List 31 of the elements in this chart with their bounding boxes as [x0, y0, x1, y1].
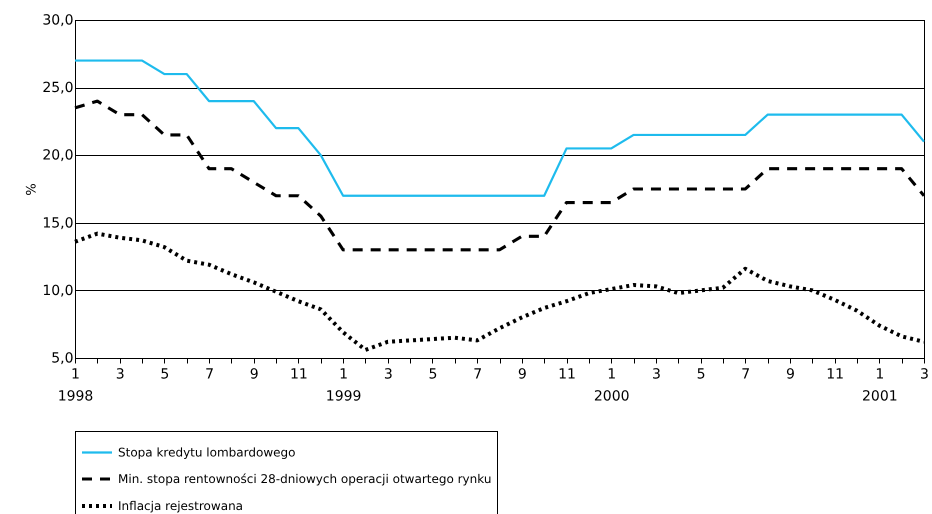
x-tick-label: 3 — [920, 366, 929, 382]
x-tick-label: 5 — [696, 366, 706, 382]
x-tick-label: 1 2000 — [594, 366, 630, 404]
x-tick-label: 11 — [290, 366, 308, 382]
x-tick-label: 1 2001 — [862, 366, 898, 404]
x-tick-label: 3 — [384, 366, 393, 382]
x-tick-label: 9 — [518, 366, 527, 382]
x-tick-label: 1 1998 — [58, 366, 94, 404]
legend-label: Stopa kredytu lombardowego — [118, 446, 296, 460]
x-tick-label: 3 — [652, 366, 661, 382]
legend-label: Min. stopa rentowności 28-dniowych operacji otwartego rynku — [118, 472, 492, 486]
y-axis-title: % — [24, 183, 40, 196]
x-tick-label: 7 — [473, 366, 482, 382]
legend-label: Inflacja rejestrowana — [118, 499, 244, 513]
x-tick-label: 11 — [826, 366, 844, 382]
x-tick-label: 5 — [428, 366, 438, 382]
x-tick-label: 11 — [558, 366, 576, 382]
x-tick-label: 7 — [205, 366, 214, 382]
line-series — [74, 59, 926, 197]
y-tick-label: 5,0 — [51, 350, 74, 366]
y-tick-label: 15,0 — [42, 215, 74, 232]
x-tick-label: 9 — [786, 366, 795, 382]
x-tick-label: 3 — [116, 366, 125, 382]
y-tick-label: 25,0 — [42, 80, 74, 96]
y-tick-label: 20,0 — [42, 148, 74, 164]
x-tick-label: 5 — [160, 366, 170, 382]
x-tick-label: 1 1999 — [326, 366, 362, 404]
y-tick-label: 10,0 — [42, 282, 74, 299]
x-tick-label: 9 — [250, 366, 259, 382]
x-tick-label: 7 — [741, 366, 750, 382]
y-tick-label: 30,0 — [42, 12, 74, 28]
